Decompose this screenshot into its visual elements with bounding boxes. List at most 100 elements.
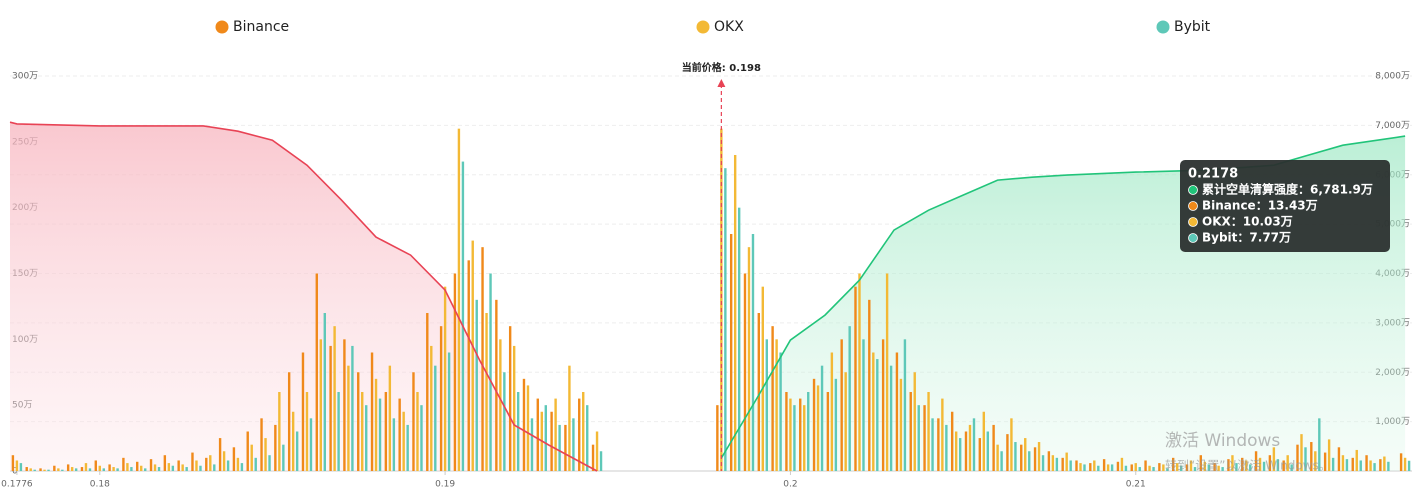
bar — [996, 444, 999, 471]
bar — [586, 405, 589, 471]
bar — [402, 411, 405, 471]
bar — [167, 463, 171, 471]
bar — [457, 128, 461, 471]
bar — [862, 339, 865, 471]
bar — [268, 455, 271, 471]
bar — [716, 405, 719, 471]
bar — [1241, 457, 1244, 471]
bar — [439, 326, 443, 471]
bar — [1055, 457, 1059, 471]
legend-label: Bybit — [1174, 19, 1211, 35]
bar — [1116, 461, 1120, 471]
bar — [761, 286, 764, 471]
bar — [1162, 464, 1165, 471]
tooltip-marker — [1188, 233, 1198, 243]
bar — [1134, 463, 1137, 471]
bar — [246, 431, 249, 471]
bar — [333, 326, 336, 471]
bar — [1175, 463, 1179, 471]
bar — [931, 418, 934, 471]
bar — [295, 431, 299, 471]
cumulative-line — [9, 121, 598, 472]
legend-marker — [1156, 20, 1170, 34]
bar — [1065, 452, 1068, 471]
bar — [757, 313, 760, 471]
bar — [1403, 457, 1407, 471]
bar — [899, 378, 903, 471]
tooltip-line: OKX：10.03万 — [1202, 215, 1293, 229]
bar — [1331, 457, 1335, 471]
bar — [771, 326, 774, 471]
x-tick-label: 0.1776 — [1, 480, 33, 490]
bar — [434, 365, 437, 471]
bar — [1179, 465, 1183, 471]
bar — [968, 424, 972, 471]
x-tick-label: 0.2 — [783, 480, 797, 490]
bar — [1185, 464, 1189, 471]
bar — [301, 352, 305, 471]
bar — [74, 468, 78, 471]
bar — [11, 455, 15, 471]
bar — [274, 424, 277, 471]
bar — [751, 234, 755, 471]
bar — [1383, 456, 1386, 471]
bar — [1083, 464, 1086, 471]
bar — [958, 438, 962, 471]
bar — [447, 352, 451, 471]
bar — [384, 392, 388, 471]
x-tick-label: 0.19 — [435, 480, 455, 490]
bar — [195, 460, 198, 471]
bar — [153, 464, 157, 471]
bar — [226, 460, 230, 471]
bar — [205, 457, 208, 471]
bar — [720, 128, 723, 471]
bar — [291, 411, 295, 471]
bar — [954, 431, 958, 471]
bar — [512, 345, 516, 471]
bar — [264, 438, 267, 471]
bar — [1365, 455, 1368, 471]
bar — [471, 240, 474, 471]
bar — [199, 465, 202, 471]
bar — [1314, 451, 1317, 471]
bar — [1158, 463, 1161, 471]
bar — [923, 405, 926, 471]
bar — [599, 451, 603, 471]
bar — [1130, 464, 1133, 471]
bar — [1199, 455, 1203, 471]
bar — [222, 451, 226, 471]
y-tick-label: 300万 — [12, 72, 38, 82]
bar — [903, 339, 907, 471]
bar — [595, 431, 599, 471]
bar — [1227, 459, 1230, 471]
legend-marker — [696, 20, 710, 34]
bar — [945, 424, 948, 471]
bar — [747, 247, 751, 471]
bar — [80, 467, 84, 471]
bar — [876, 359, 879, 471]
bar — [854, 286, 857, 471]
bar — [426, 313, 429, 471]
bar — [992, 424, 995, 471]
bar — [522, 378, 526, 471]
current-price-label: 当前价格: 0.198 — [682, 61, 761, 74]
bar — [1124, 465, 1128, 471]
bar — [1075, 460, 1078, 471]
bar — [572, 418, 575, 471]
bar — [453, 273, 457, 471]
bar — [287, 372, 291, 471]
bar — [578, 398, 581, 471]
current-price-arrow — [717, 79, 726, 87]
bar — [917, 405, 920, 471]
x-tick-label: 0.21 — [1126, 480, 1146, 490]
bar — [568, 365, 571, 471]
bar — [305, 392, 309, 471]
bar — [29, 468, 32, 471]
bar — [820, 365, 824, 471]
y-tick-label: 0 — [12, 467, 18, 477]
bar — [1323, 452, 1327, 471]
bar — [937, 418, 940, 471]
bar — [1300, 434, 1303, 471]
bar — [895, 352, 899, 471]
bar — [743, 273, 747, 471]
